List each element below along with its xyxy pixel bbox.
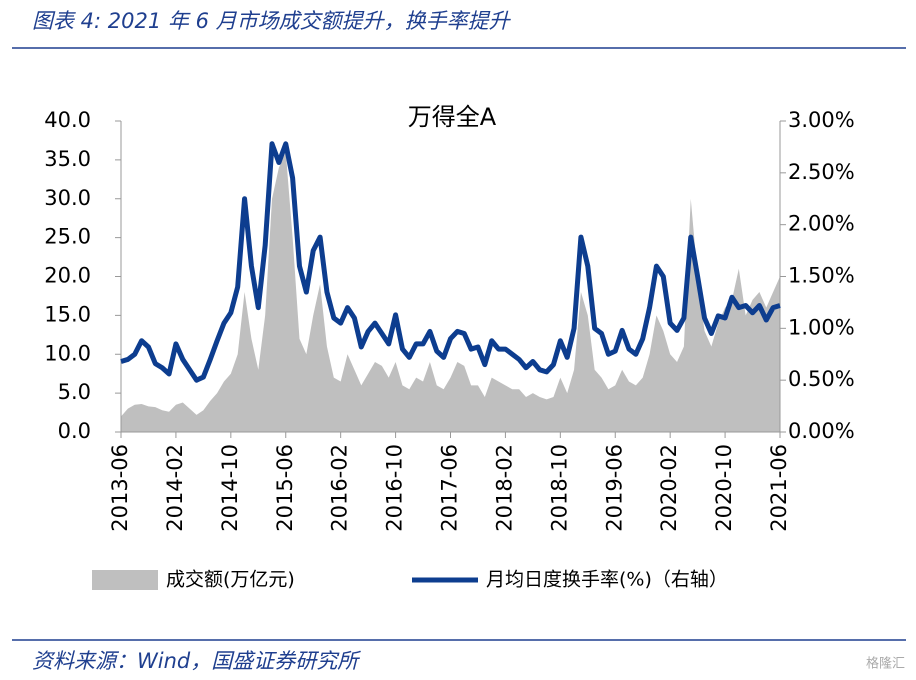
y-tick-label: 0.0	[58, 419, 91, 443]
y2-tick-label: 2.50%	[788, 160, 855, 184]
legend-label: 成交额(万亿元)	[166, 569, 295, 591]
y-tick-label: 20.0	[44, 264, 91, 288]
y-tick-label: 30.0	[44, 186, 91, 210]
x-tick-label: 2020-02	[657, 444, 681, 532]
x-tick-label: 2015-06	[273, 444, 297, 532]
y-tick-label: 15.0	[44, 302, 91, 326]
x-tick-label: 2013-06	[108, 444, 132, 532]
x-tick-label: 2017-06	[438, 444, 462, 532]
x-tick-label: 2021-06	[767, 444, 791, 532]
x-tick-label: 2014-02	[163, 444, 187, 532]
y2-tick-label: 1.00%	[788, 315, 855, 339]
y-tick-label: 5.0	[58, 380, 91, 404]
legend-swatch	[92, 570, 158, 590]
legend-label: 月均日度换手率(%)（右轴）	[486, 569, 728, 591]
y2-tick-label: 0.50%	[788, 367, 855, 391]
watermark: 格隆汇	[866, 656, 905, 672]
y-tick-label: 10.0	[44, 341, 91, 365]
y2-tick-label: 3.00%	[788, 108, 855, 132]
x-tick-label: 2018-02	[492, 444, 516, 532]
page-title: 图表 4: 2021 年 6 月市场成交额提升，换手率提升	[32, 9, 512, 33]
x-tick-label: 2018-10	[547, 444, 571, 532]
y-tick-label: 40.0	[44, 108, 91, 132]
area	[121, 152, 780, 432]
line	[120, 141, 781, 383]
x-tick-label: 2016-02	[328, 444, 352, 532]
x-tick-label: 2019-06	[602, 444, 626, 532]
x-tick-label: 2020-10	[712, 444, 736, 532]
x-tick-label: 2014-10	[218, 444, 242, 532]
y2-tick-label: 2.00%	[788, 212, 855, 236]
y-tick-label: 25.0	[44, 225, 91, 249]
x-tick-label: 2016-10	[383, 444, 407, 532]
y-tick-label: 35.0	[44, 147, 91, 171]
y2-tick-label: 0.00%	[788, 419, 855, 443]
y2-tick-label: 1.50%	[788, 264, 855, 288]
source: 资料来源：Wind，国盛证券研究所	[32, 649, 361, 673]
chart-title: 万得全A	[408, 103, 497, 131]
